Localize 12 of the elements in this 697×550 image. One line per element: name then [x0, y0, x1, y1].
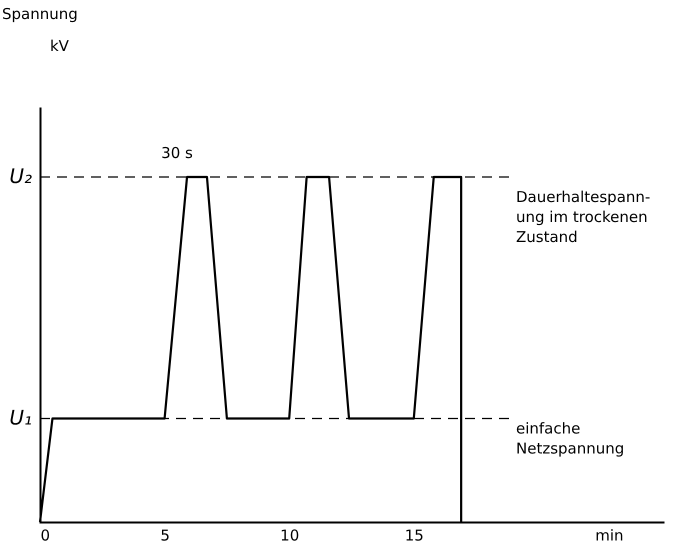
- x-tick-label: 10: [280, 526, 300, 544]
- annotation: 30 s: [161, 144, 194, 162]
- x-tick-label: 15: [404, 526, 424, 544]
- text: kV: [50, 37, 70, 55]
- x-tick-label: 0: [40, 526, 50, 544]
- text: U₁: [9, 406, 32, 430]
- x-tick-label: 5: [160, 526, 170, 544]
- ref-line-label: einfache Netzspannung: [516, 420, 624, 458]
- text: U₂: [9, 164, 32, 188]
- ref-line-label: Dauerhaltespann- ung im trockenen Zustand: [516, 188, 650, 246]
- x-axis-title: min: [595, 526, 624, 544]
- chart-title: Spannung: [2, 5, 78, 23]
